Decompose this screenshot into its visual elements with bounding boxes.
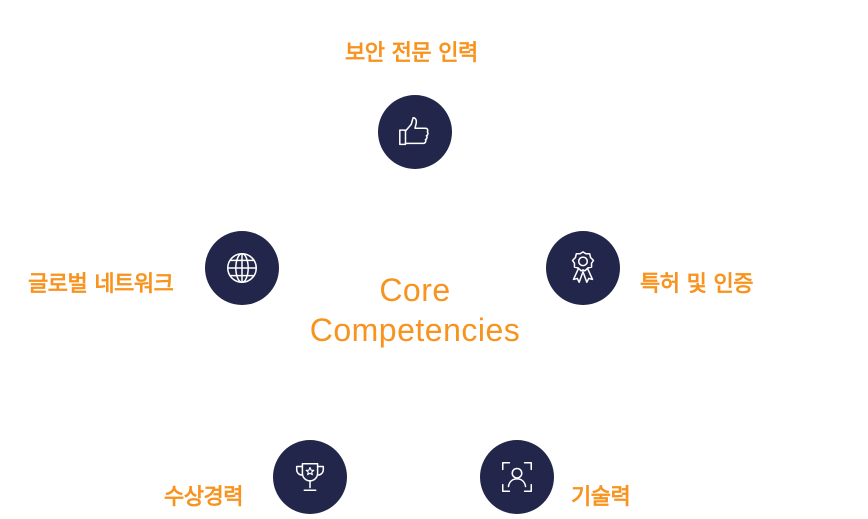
label-awards: 수상경력 [164, 485, 243, 510]
node-technology [480, 440, 554, 514]
label-patents-certifications: 특허 및 인증 [640, 272, 754, 297]
label-global-network: 글로벌 네트워크 [28, 272, 174, 297]
thumbs-up-icon [399, 116, 429, 146]
center-title-line2: Competencies [309, 312, 521, 348]
center-title: Core Competencies [270, 270, 560, 350]
award-ribbon-icon [571, 251, 595, 284]
trophy-icon [295, 462, 325, 492]
face-scan-icon [501, 461, 533, 493]
globe-icon [226, 252, 258, 284]
node-security-experts [378, 95, 452, 169]
label-security-experts: 보안 전문 인력 [345, 41, 478, 66]
node-global-network [205, 231, 279, 305]
label-technology: 기술력 [571, 485, 631, 510]
node-awards [273, 440, 347, 514]
node-patents-certifications [546, 231, 620, 305]
center-title-line1: Core [379, 272, 451, 308]
